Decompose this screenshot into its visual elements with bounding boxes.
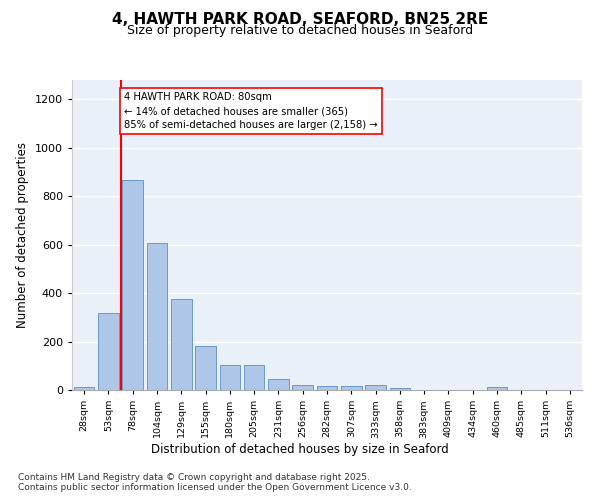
Text: 4 HAWTH PARK ROAD: 80sqm
← 14% of detached houses are smaller (365)
85% of semi-: 4 HAWTH PARK ROAD: 80sqm ← 14% of detach… [124, 92, 378, 130]
Bar [341, 386, 362, 390]
Y-axis label: Number of detached properties: Number of detached properties [16, 142, 29, 328]
Text: Distribution of detached houses by size in Seaford: Distribution of detached houses by size … [151, 442, 449, 456]
Text: 4, HAWTH PARK ROAD, SEAFORD, BN25 2RE: 4, HAWTH PARK ROAD, SEAFORD, BN25 2RE [112, 12, 488, 28]
Bar [487, 387, 508, 390]
Bar [171, 299, 191, 390]
Bar [268, 378, 289, 390]
Bar [292, 384, 313, 390]
Bar [98, 312, 119, 390]
Bar [122, 180, 143, 390]
Bar [365, 385, 386, 390]
Text: Contains HM Land Registry data © Crown copyright and database right 2025.: Contains HM Land Registry data © Crown c… [18, 472, 370, 482]
Bar [195, 346, 216, 390]
Text: Size of property relative to detached houses in Seaford: Size of property relative to detached ho… [127, 24, 473, 37]
Text: Contains public sector information licensed under the Open Government Licence v3: Contains public sector information licen… [18, 482, 412, 492]
Bar [146, 244, 167, 390]
Bar [244, 364, 265, 390]
Bar [317, 386, 337, 390]
Bar [220, 364, 240, 390]
Bar [389, 388, 410, 390]
Bar [74, 387, 94, 390]
